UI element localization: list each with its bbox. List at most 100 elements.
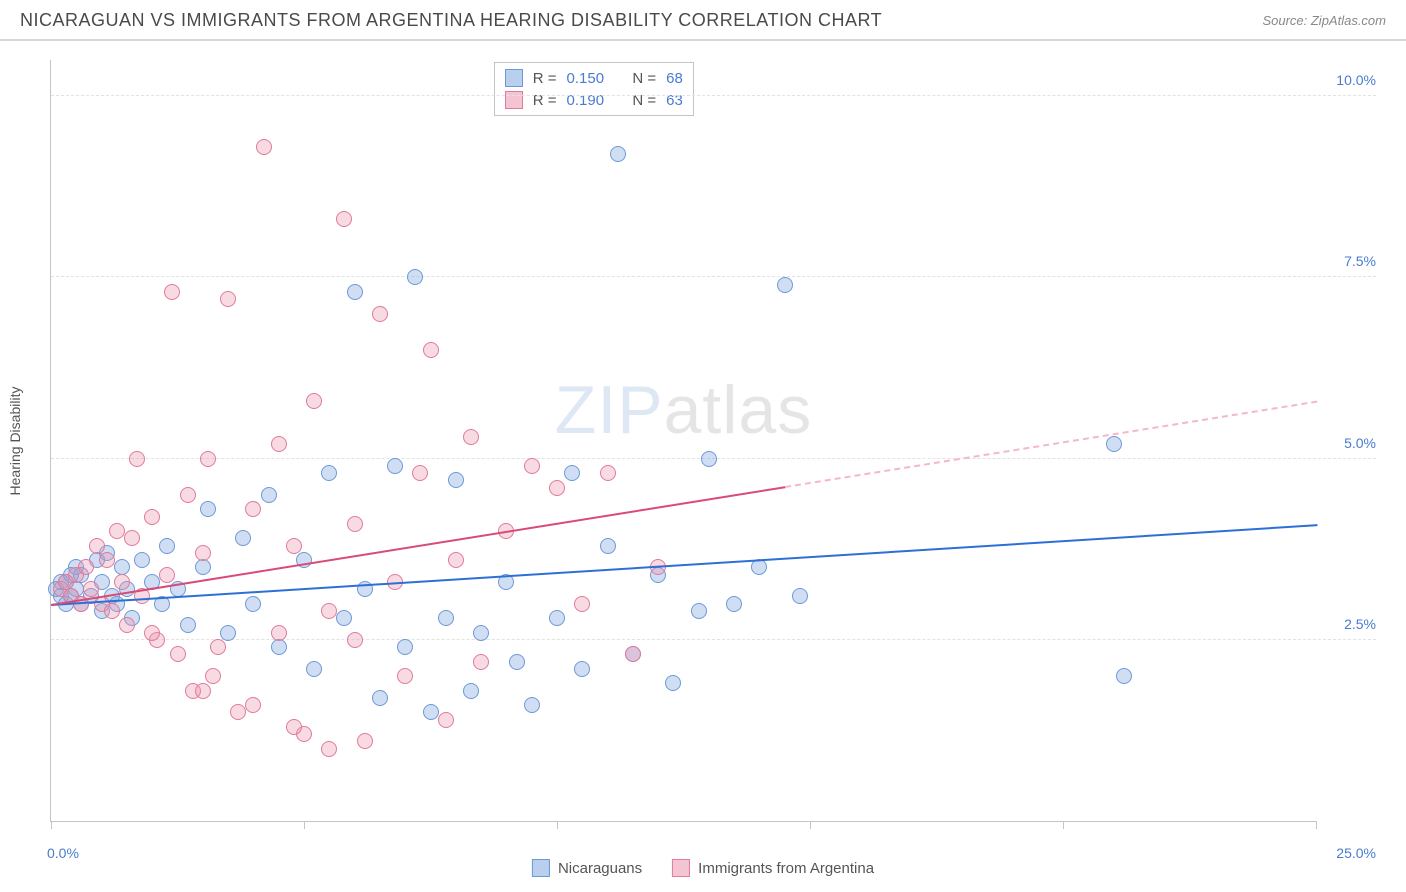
legend-item-series1: Nicaraguans [532,859,642,877]
data-point-argentina [159,567,175,583]
data-point-argentina [119,617,135,633]
source-attribution: Source: ZipAtlas.com [1262,13,1386,28]
data-point-nicaraguans [200,501,216,517]
swatch-series2 [505,91,523,109]
watermark: ZIPatlas [555,371,812,449]
n-label: N = [632,92,656,109]
x-tick-label-min: 0.0% [47,845,79,861]
data-point-argentina [230,704,246,720]
data-point-argentina [164,284,180,300]
swatch-series1 [505,69,523,87]
data-point-nicaraguans [235,530,251,546]
data-point-nicaraguans [261,487,277,503]
y-tick-label: 2.5% [1326,616,1376,632]
source-name: ZipAtlas.com [1311,13,1386,28]
data-point-argentina [99,552,115,568]
data-point-argentina [104,603,120,619]
scatter-plot: ZIPatlas R = 0.150 N = 68 R = 0.190 N = … [50,60,1316,822]
y-tick-label: 7.5% [1326,253,1376,269]
data-point-argentina [397,668,413,684]
data-point-nicaraguans [701,451,717,467]
data-point-nicaraguans [387,458,403,474]
data-point-nicaraguans [726,596,742,612]
data-point-argentina [625,646,641,662]
data-point-nicaraguans [372,690,388,706]
data-point-nicaraguans [777,277,793,293]
r-value-series1: 0.150 [567,70,605,87]
data-point-argentina [347,516,363,532]
n-value-series1: 68 [666,70,683,87]
data-point-nicaraguans [574,661,590,677]
data-point-argentina [180,487,196,503]
data-point-nicaraguans [1106,436,1122,452]
data-point-argentina [347,632,363,648]
data-point-argentina [78,559,94,575]
stats-legend-box: R = 0.150 N = 68 R = 0.190 N = 63 [494,62,694,116]
data-point-argentina [286,719,302,735]
data-point-argentina [245,697,261,713]
chart-title: NICARAGUAN VS IMMIGRANTS FROM ARGENTINA … [20,10,882,31]
data-point-nicaraguans [195,559,211,575]
x-tick [1063,821,1064,829]
data-point-argentina [83,581,99,597]
data-point-argentina [286,538,302,554]
x-tick [557,821,558,829]
legend-label-series2: Immigrants from Argentina [698,860,874,877]
data-point-argentina [336,211,352,227]
chart-header: NICARAGUAN VS IMMIGRANTS FROM ARGENTINA … [0,0,1406,41]
data-point-argentina [448,552,464,568]
data-point-argentina [463,429,479,445]
data-point-nicaraguans [397,639,413,655]
data-point-nicaraguans [549,610,565,626]
data-point-nicaraguans [509,654,525,670]
gridline-h [51,639,1376,640]
data-point-nicaraguans [463,683,479,699]
chart-area: Hearing Disability ZIPatlas R = 0.150 N … [50,60,1316,822]
data-point-argentina [220,291,236,307]
data-point-argentina [600,465,616,481]
x-tick [304,821,305,829]
data-point-nicaraguans [321,465,337,481]
r-label: R = [533,70,557,87]
data-point-nicaraguans [448,472,464,488]
data-point-nicaraguans [751,559,767,575]
data-point-nicaraguans [336,610,352,626]
legend-swatch-series2 [672,859,690,877]
data-point-argentina [195,545,211,561]
data-point-argentina [357,733,373,749]
y-axis-label: Hearing Disability [7,387,23,496]
stats-row-series1: R = 0.150 N = 68 [505,67,683,89]
data-point-nicaraguans [600,538,616,554]
x-tick [810,821,811,829]
data-point-argentina [412,465,428,481]
watermark-atlas: atlas [664,372,813,448]
data-point-nicaraguans [220,625,236,641]
data-point-argentina [200,451,216,467]
data-point-nicaraguans [423,704,439,720]
data-point-argentina [129,451,145,467]
data-point-argentina [473,654,489,670]
data-point-argentina [124,530,140,546]
trend-line-argentina-ext [785,401,1317,488]
data-point-nicaraguans [159,538,175,554]
source-prefix: Source: [1262,13,1310,28]
data-point-nicaraguans [792,588,808,604]
x-tick [1316,821,1317,829]
data-point-nicaraguans [1116,668,1132,684]
stats-row-series2: R = 0.190 N = 63 [505,89,683,111]
n-value-series2: 63 [666,92,683,109]
data-point-argentina [144,625,160,641]
data-point-argentina [321,603,337,619]
data-point-argentina [438,712,454,728]
data-point-nicaraguans [271,639,287,655]
data-point-argentina [114,574,130,590]
data-point-argentina [271,625,287,641]
x-tick-label-max: 25.0% [1336,845,1376,861]
data-point-argentina [210,639,226,655]
n-label: N = [632,70,656,87]
data-point-argentina [271,436,287,452]
data-point-nicaraguans [134,552,150,568]
data-point-nicaraguans [691,603,707,619]
data-point-argentina [205,668,221,684]
data-point-argentina [245,501,261,517]
